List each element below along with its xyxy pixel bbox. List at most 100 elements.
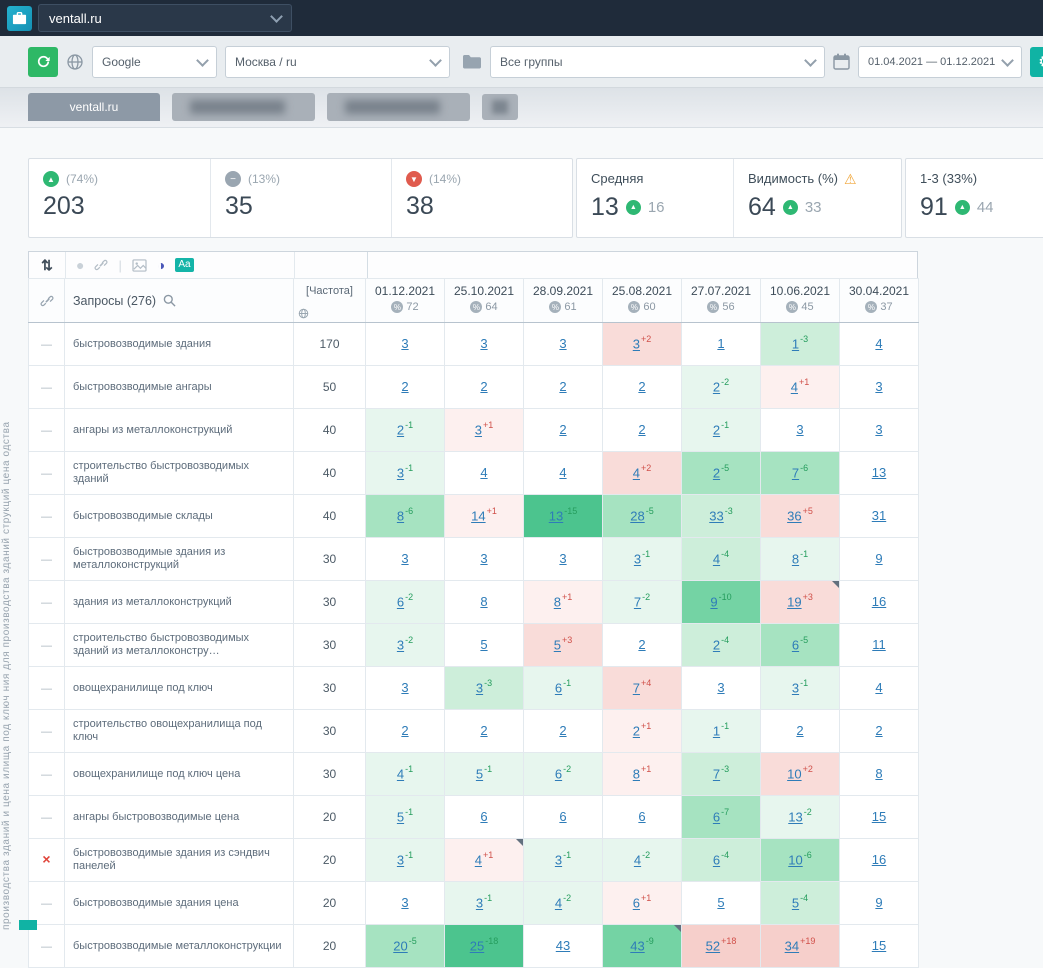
- position-link[interactable]: 4: [475, 853, 482, 868]
- position-link[interactable]: 2: [559, 379, 566, 394]
- position-link[interactable]: 3: [401, 336, 408, 351]
- search-icon[interactable]: [163, 294, 176, 307]
- position-link[interactable]: 3: [401, 680, 408, 695]
- row-handle-icon[interactable]: —: [41, 425, 52, 437]
- row-handle-icon[interactable]: —: [41, 726, 52, 738]
- calendar-icon[interactable]: [833, 53, 850, 70]
- position-link[interactable]: 3: [401, 551, 408, 566]
- position-link[interactable]: 33: [709, 509, 723, 524]
- position-link[interactable]: 6: [713, 853, 720, 868]
- position-link[interactable]: 3: [559, 551, 566, 566]
- contrast-icon[interactable]: ◑: [157, 257, 165, 273]
- row-handle-icon[interactable]: —: [41, 898, 52, 910]
- position-link[interactable]: 20: [393, 939, 407, 954]
- position-link[interactable]: 4: [480, 465, 487, 480]
- position-link[interactable]: 25: [470, 939, 484, 954]
- refresh-button[interactable]: [28, 47, 58, 77]
- row-handle-icon[interactable]: —: [41, 511, 52, 523]
- search-engine-select[interactable]: Google: [92, 46, 217, 78]
- row-handle-icon[interactable]: —: [41, 812, 52, 824]
- keyword-cell[interactable]: строительство овощехранилища под ключ: [65, 710, 294, 753]
- link-icon[interactable]: [94, 258, 108, 272]
- position-link[interactable]: 2: [633, 724, 640, 739]
- position-link[interactable]: 3: [397, 853, 404, 868]
- position-link[interactable]: 8: [554, 595, 561, 610]
- position-link[interactable]: 2: [401, 723, 408, 738]
- position-link[interactable]: 2: [713, 380, 720, 395]
- position-link[interactable]: 6: [555, 681, 562, 696]
- position-link[interactable]: 4: [633, 466, 640, 481]
- position-link[interactable]: 28: [630, 509, 644, 524]
- position-link[interactable]: 8: [397, 509, 404, 524]
- position-link[interactable]: 2: [638, 379, 645, 394]
- folder-icon[interactable]: [462, 54, 482, 70]
- date-column-header[interactable]: 25.08.2021%60: [603, 279, 682, 323]
- position-link[interactable]: 3: [792, 681, 799, 696]
- position-link[interactable]: 4: [875, 336, 882, 351]
- position-link[interactable]: 52: [706, 939, 720, 954]
- app-logo-icon[interactable]: [7, 6, 32, 31]
- position-link[interactable]: 4: [713, 552, 720, 567]
- position-link[interactable]: 5: [480, 637, 487, 652]
- position-link[interactable]: 2: [875, 723, 882, 738]
- position-link[interactable]: 5: [717, 895, 724, 910]
- position-link[interactable]: 4: [397, 767, 404, 782]
- position-link[interactable]: 15: [872, 809, 886, 824]
- position-link[interactable]: 3: [634, 552, 641, 567]
- position-link[interactable]: 5: [476, 767, 483, 782]
- project-select[interactable]: ventall.ru: [38, 4, 292, 32]
- position-link[interactable]: 1: [717, 336, 724, 351]
- row-handle-icon[interactable]: —: [41, 382, 52, 394]
- position-link[interactable]: 15: [872, 938, 886, 953]
- row-handle-icon[interactable]: —: [41, 640, 52, 652]
- position-link[interactable]: 11: [872, 637, 886, 652]
- position-link[interactable]: 13: [872, 465, 886, 480]
- keyword-cell[interactable]: здания из металлоконструкций: [65, 581, 294, 624]
- keyword-cell[interactable]: быстровозводимые склады: [65, 495, 294, 538]
- position-link[interactable]: 1: [792, 337, 799, 352]
- position-link[interactable]: 8: [875, 766, 882, 781]
- date-column-header[interactable]: 30.04.2021%37: [840, 279, 919, 323]
- position-link[interactable]: 5: [554, 638, 561, 653]
- position-link[interactable]: 4: [791, 380, 798, 395]
- date-column-header[interactable]: 28.09.2021%61: [524, 279, 603, 323]
- date-range-select[interactable]: 01.04.2021 — 01.12.2021: [858, 46, 1022, 78]
- position-link[interactable]: 8: [633, 767, 640, 782]
- position-link[interactable]: 2: [559, 422, 566, 437]
- text-case-icon[interactable]: Aa: [175, 258, 193, 272]
- position-link[interactable]: 3: [397, 466, 404, 481]
- keyword-cell[interactable]: быстровозводимые металлоконструкции: [65, 925, 294, 968]
- position-link[interactable]: 3: [555, 853, 562, 868]
- keyword-cell[interactable]: быстровозводимые ангары: [65, 366, 294, 409]
- link-column-header[interactable]: [29, 279, 65, 323]
- position-link[interactable]: 2: [796, 723, 803, 738]
- position-link[interactable]: 8: [480, 594, 487, 609]
- tab-add-blurred[interactable]: [482, 94, 518, 120]
- row-handle-icon[interactable]: —: [41, 769, 52, 781]
- bottom-left-button[interactable]: [19, 920, 37, 930]
- settings-button[interactable]: ⚙: [1030, 47, 1043, 77]
- position-link[interactable]: 6: [792, 638, 799, 653]
- position-link[interactable]: 2: [713, 466, 720, 481]
- position-link[interactable]: 2: [480, 723, 487, 738]
- removed-marker-icon[interactable]: ×: [42, 851, 50, 867]
- tab-blurred-1[interactable]: [172, 93, 315, 121]
- position-link[interactable]: 2: [397, 423, 404, 438]
- region-select[interactable]: Москва / ru: [225, 46, 450, 78]
- row-handle-icon[interactable]: —: [41, 941, 52, 953]
- position-link[interactable]: 2: [480, 379, 487, 394]
- position-link[interactable]: 5: [792, 896, 799, 911]
- frequency-column-header[interactable]: [Частота]: [294, 279, 366, 323]
- position-link[interactable]: 3: [875, 422, 882, 437]
- row-handle-icon[interactable]: —: [41, 554, 52, 566]
- position-link[interactable]: 43: [630, 939, 644, 954]
- groups-select[interactable]: Все группы: [490, 46, 825, 78]
- position-link[interactable]: 4: [875, 680, 882, 695]
- position-link[interactable]: 2: [638, 422, 645, 437]
- position-link[interactable]: 8: [792, 552, 799, 567]
- position-link[interactable]: 3: [717, 680, 724, 695]
- keyword-cell[interactable]: быстровозводимые здания: [65, 323, 294, 366]
- image-icon[interactable]: [132, 259, 147, 272]
- keyword-cell[interactable]: ангары быстровозводимые цена: [65, 796, 294, 839]
- position-link[interactable]: 19: [787, 595, 801, 610]
